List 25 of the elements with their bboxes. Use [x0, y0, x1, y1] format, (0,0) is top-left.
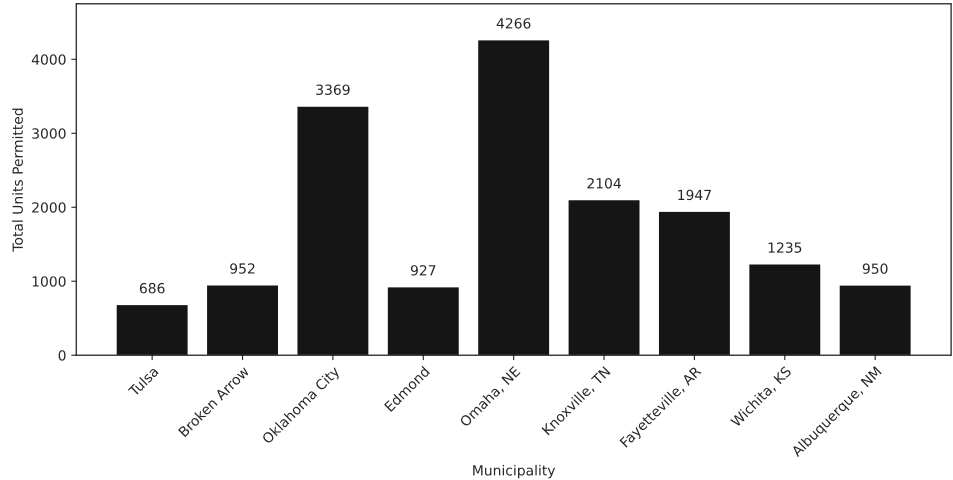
y-tick-label: 3000: [32, 128, 66, 139]
data-label: 952: [230, 263, 254, 274]
y-tick-label: 0: [58, 350, 66, 361]
y-axis-title: Total Units Permitted: [12, 108, 23, 252]
data-label: 686: [140, 282, 165, 294]
bar: [567, 198, 641, 356]
data-label: 927: [410, 265, 436, 276]
data-label: 2104: [587, 178, 621, 189]
y-tick-label: 1000: [32, 276, 66, 287]
y-tick-label: 2000: [32, 202, 66, 213]
y-tick-label: 4000: [32, 54, 66, 65]
bar: [658, 210, 732, 356]
bar: [296, 105, 370, 356]
x-axis-title: Municipality: [473, 464, 556, 478]
bar: [748, 263, 822, 356]
bar: [838, 284, 912, 356]
bar: [476, 38, 551, 356]
data-label: 4266: [496, 18, 530, 29]
bar: [206, 284, 280, 356]
bar: [386, 286, 460, 356]
data-label: 1947: [678, 190, 711, 200]
data-label: 3369: [316, 84, 350, 95]
bar: [115, 304, 190, 356]
data-label: 950: [862, 263, 888, 274]
data-label: 1235: [768, 242, 802, 253]
